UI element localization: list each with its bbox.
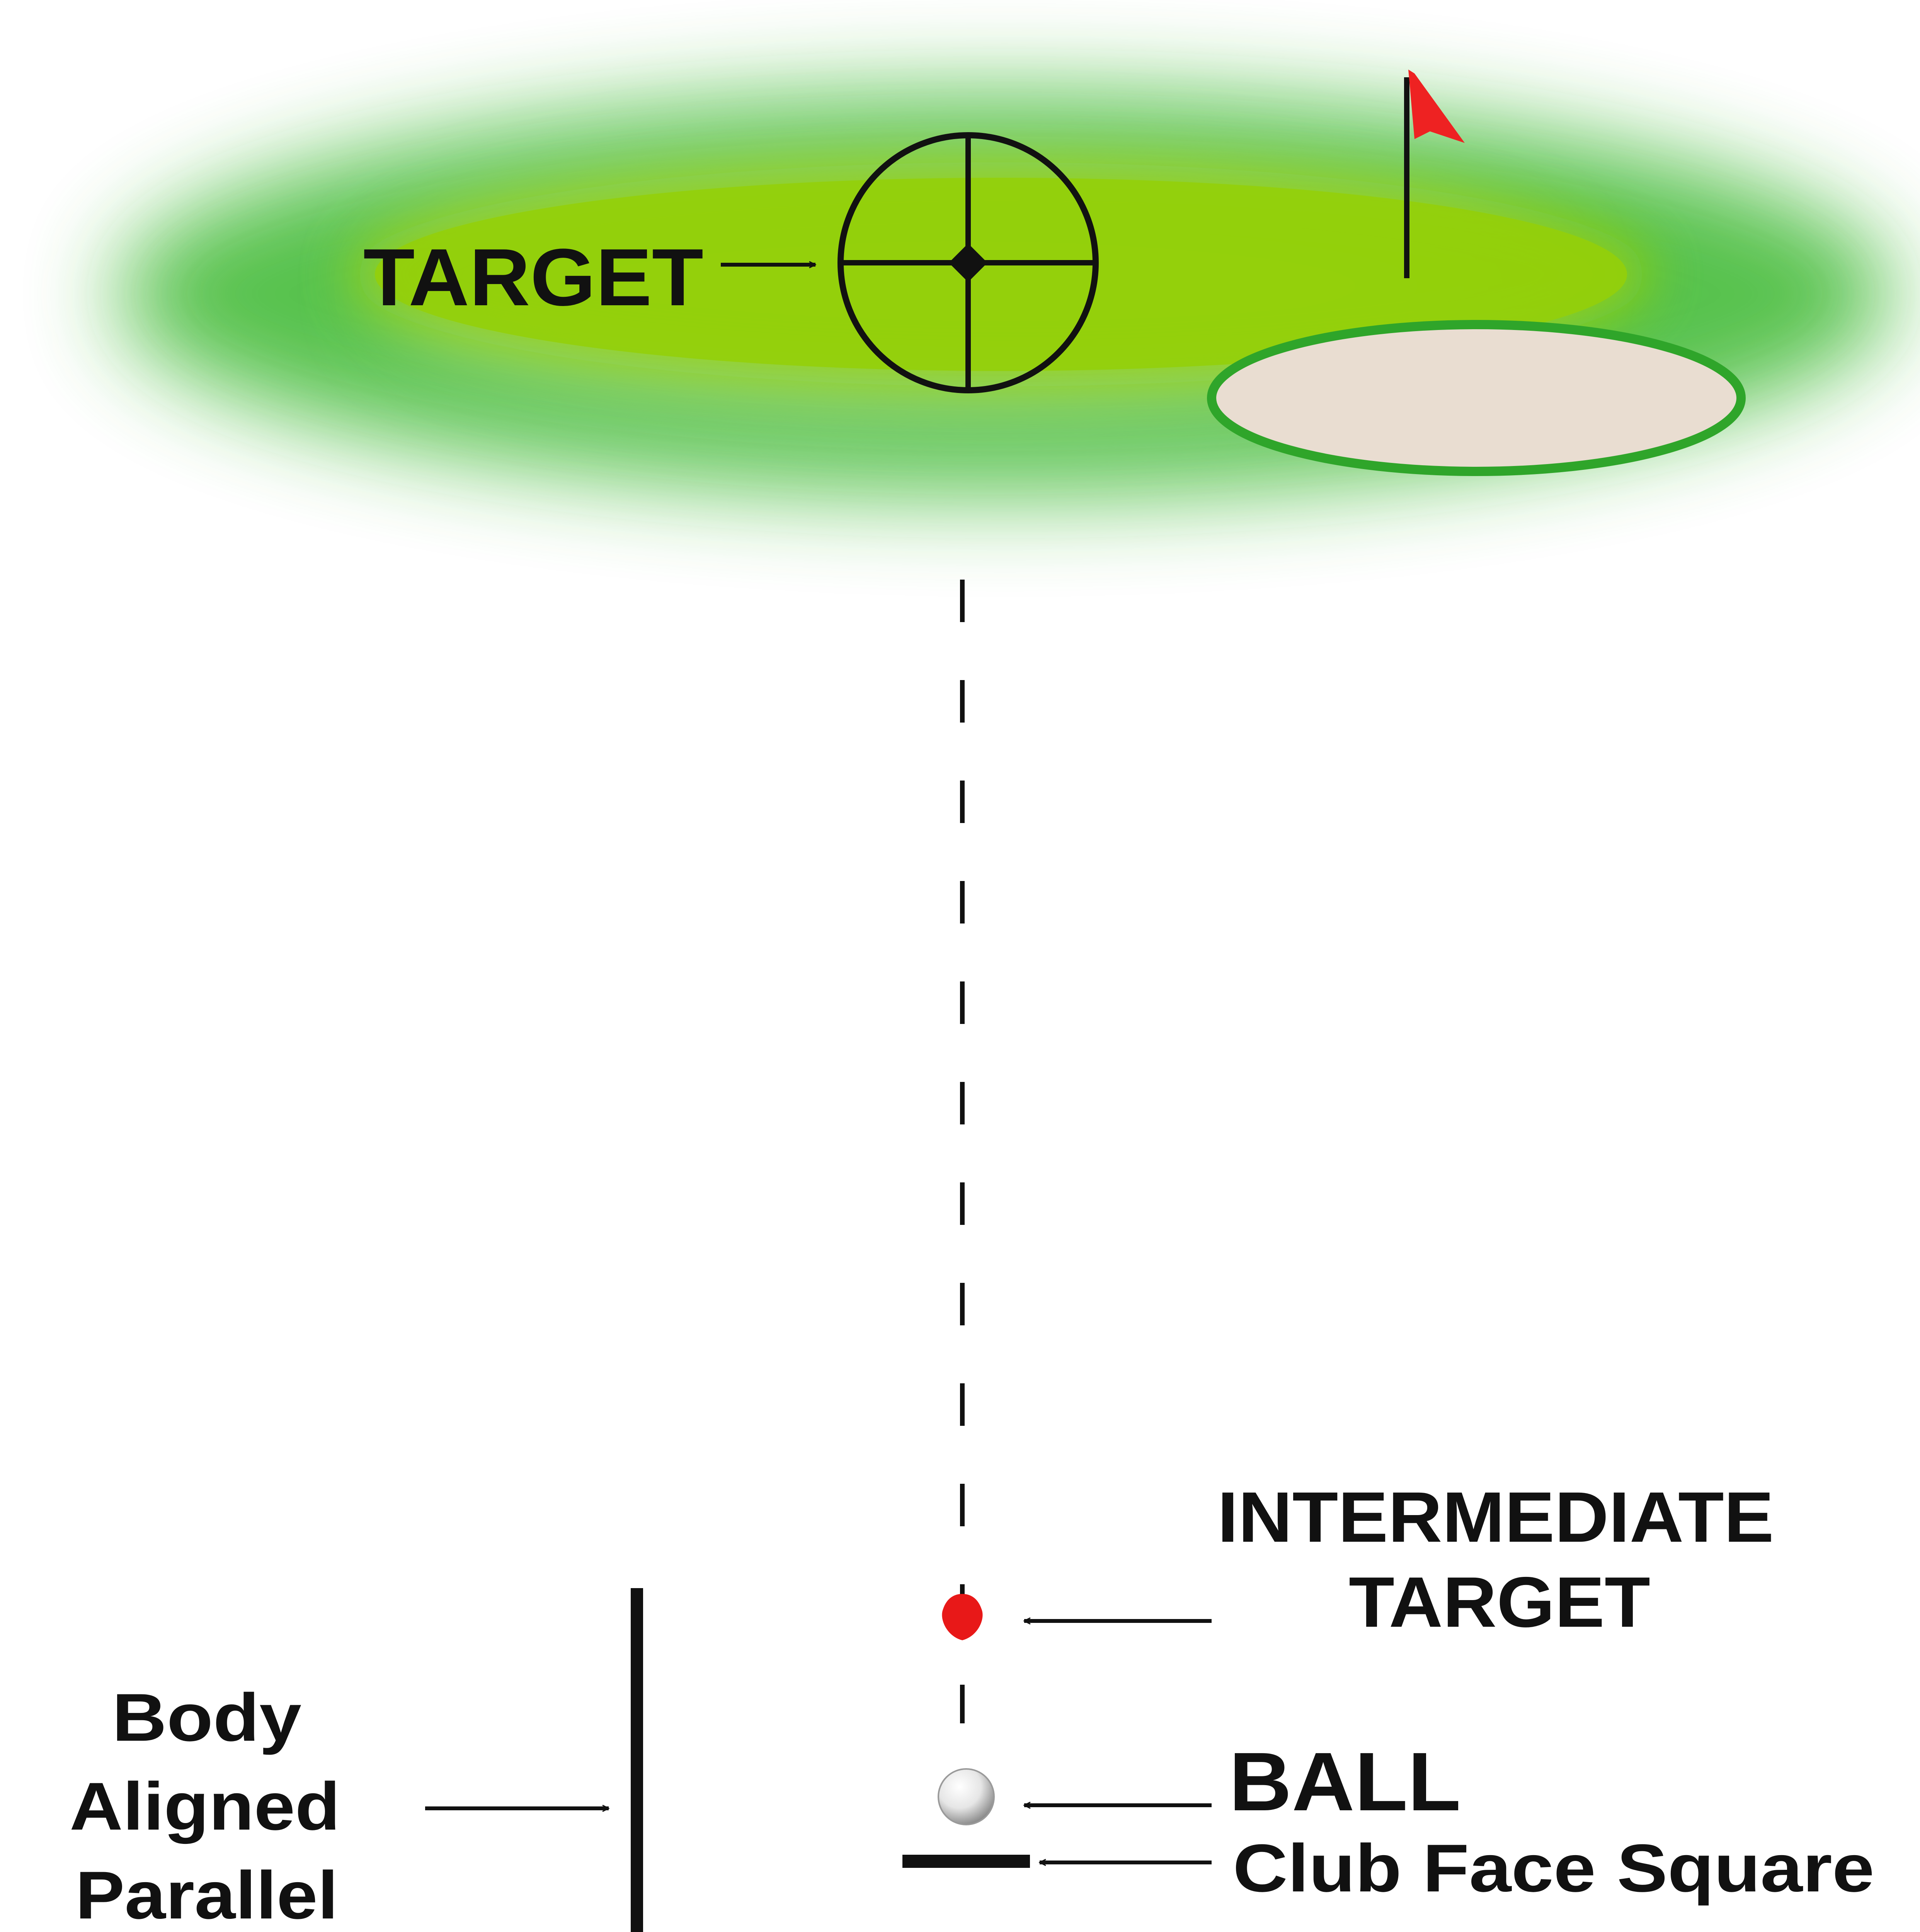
intermediate-label-line2: TARGET [1349, 1563, 1650, 1642]
ball-label: BALL [1229, 1735, 1461, 1828]
flag-icon [1404, 70, 1465, 278]
intermediate-label-line1: INTERMEDIATE [1217, 1478, 1774, 1557]
marker-icon [942, 1594, 983, 1640]
target-label: TARGET [363, 232, 703, 323]
club-face [902, 1855, 1030, 1868]
body-label-line1: Body [112, 1680, 301, 1755]
bunker [1207, 320, 1746, 476]
club-face-label: Club Face Square [1233, 1831, 1874, 1906]
body-label-line2: Aligned [70, 1769, 340, 1844]
crosshair-icon [837, 132, 1099, 393]
body-label-line3: Parallel [75, 1858, 338, 1932]
golf-ball-icon [938, 1768, 995, 1825]
